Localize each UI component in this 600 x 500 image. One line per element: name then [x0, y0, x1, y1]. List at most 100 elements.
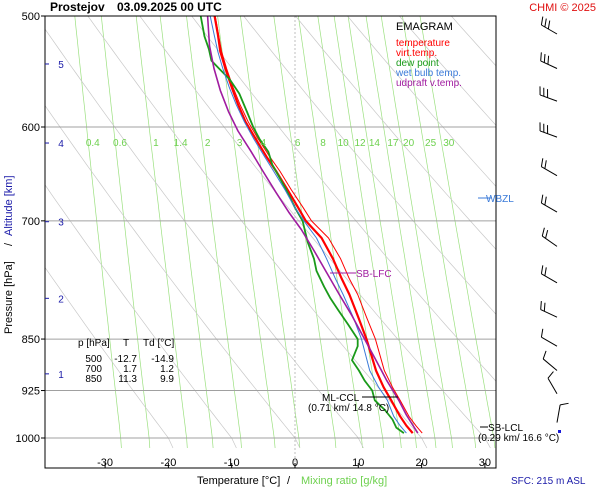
series-line-virt-temp	[214, 16, 423, 434]
wind-barb-shaft	[541, 166, 558, 177]
wind-barb	[540, 158, 558, 177]
mixing-ratio-line	[380, 16, 453, 449]
mixing-ratio-label: 20	[403, 138, 415, 149]
table-cell: 500	[85, 354, 102, 365]
wind-barb-feather	[539, 86, 541, 95]
wind-barb-feather	[539, 122, 541, 131]
wind-barb-feather	[547, 55, 550, 65]
altitude-tick-label: 5	[58, 60, 64, 71]
pressure-tick-label: 850	[22, 334, 40, 346]
x-axis-title-mixing: Mixing ratio [g/kg]	[301, 475, 387, 487]
wind-barb	[540, 328, 558, 347]
wind-barb-feather	[540, 158, 544, 167]
wind-barb-shaft	[556, 404, 561, 423]
wind-barb	[556, 402, 569, 423]
wind-barb-feather	[540, 16, 544, 26]
station-name: Prostejov	[50, 0, 105, 14]
y-axis-title-pressure: Pressure [hPa]	[3, 261, 15, 334]
mixing-ratio-line	[217, 16, 276, 449]
pressure-tick-label: 1000	[16, 433, 40, 445]
dry-adiabat-line	[191, 16, 496, 382]
wind-barb-feather	[544, 267, 547, 276]
mixing-ratio-label: 4	[261, 138, 267, 149]
wind-barb-feather	[543, 87, 545, 97]
credit-text: CHMI © 2025	[529, 2, 596, 14]
dry-adiabat-line	[45, 184, 237, 449]
mixing-ratio-label: 6	[295, 138, 301, 149]
mixing-ratio-label: 1	[153, 138, 159, 149]
wind-barb	[539, 122, 558, 138]
wind-barb-shaft	[541, 273, 558, 284]
mixing-ratio-line	[347, 16, 417, 449]
altitude-tick-label: 1	[58, 370, 64, 381]
mixing-ratio-label: 8	[320, 138, 326, 149]
table-cell: -12.7	[114, 354, 137, 365]
mixing-ratio-line	[317, 16, 385, 449]
wind-barb-shaft	[541, 336, 558, 347]
sb-lcl-detail: (0.29 km/ 16.6 °C)	[478, 433, 559, 444]
temperature-tick-label: -30	[97, 457, 113, 469]
wbzl-label: WBZL	[486, 194, 514, 205]
temperature-tick-label: -10	[224, 457, 240, 469]
mixing-ratio-label: 2	[205, 138, 211, 149]
y-axis-title-altitude: Altitude [km]	[3, 175, 15, 236]
series-line-udpraft-v-temp	[206, 16, 419, 434]
table-header-td: Td [°C]	[143, 338, 174, 349]
wind-barb-shaft	[539, 130, 558, 138]
x-axis-title-separator: /	[287, 475, 291, 487]
wind-barb-feather	[544, 196, 547, 206]
wind-barb-feather	[540, 194, 544, 204]
mixing-ratio-label: 3	[237, 138, 243, 149]
wind-barb-shaft	[542, 358, 558, 371]
dry-adiabat-line	[45, 104, 301, 449]
altitude-tick-label: 3	[58, 218, 64, 229]
surface-elevation: SFC: 215 m ASL	[511, 476, 586, 487]
wind-barb-feather	[545, 229, 549, 239]
mixing-ratio-label: 1.4	[174, 138, 188, 149]
legend-dew-point: dew point	[396, 58, 439, 69]
mixing-ratio-line	[419, 16, 496, 449]
pressure-tick-label: 700	[22, 216, 40, 228]
wind-barb	[542, 350, 558, 371]
ml-ccl-label: ML-CCL	[322, 393, 360, 404]
wind-barb	[540, 16, 558, 35]
altitude-tick-label: 2	[58, 294, 64, 305]
y-axis-title: Pressure [hPa] / Altitude [km]	[3, 175, 15, 334]
table-header-t: T	[123, 338, 129, 349]
mixing-ratio-label: 0.4	[86, 138, 100, 149]
temperature-tick-label: 10	[352, 457, 364, 469]
wind-barb-shaft	[540, 60, 558, 69]
wind-barb	[540, 194, 558, 213]
temperature-tick-label: 0	[292, 457, 298, 469]
series-line-wet-bulb-temp	[209, 16, 407, 434]
wind-barb	[541, 227, 558, 247]
wind-barb-feather	[543, 54, 546, 63]
mixing-ratio-line	[297, 16, 363, 449]
wind-barb-feather	[547, 20, 551, 30]
legend-wet-bulb: wet bulb temp.	[395, 68, 461, 79]
wind-barb-shaft	[541, 202, 558, 213]
altitude-tick-label: 4	[58, 139, 64, 150]
table-header-p: p [hPa]	[78, 338, 110, 349]
mixing-ratio-line	[273, 16, 337, 449]
wind-barb	[540, 265, 558, 284]
temperature-tick-label: -20	[160, 457, 176, 469]
sb-lcl-label: SB-LCL	[488, 423, 523, 434]
table-cell: 9.9	[160, 374, 174, 385]
dry-adiabat-line	[45, 28, 364, 449]
ml-ccl-detail: (0.71 km/ 14.8 °C)	[308, 403, 389, 414]
series-line-temperature	[213, 16, 414, 434]
wind-barb-feather	[543, 123, 545, 133]
wind-barb-feather	[543, 302, 546, 312]
axes: 0.4 0.6 1 1.4 2 3 4 6 8 10 12 14 17 20 25 3050060070085…	[16, 11, 497, 469]
wind-barb-shaft	[541, 235, 558, 247]
wind-barb-feather	[540, 301, 542, 310]
wind-barb-feather	[560, 402, 569, 406]
wind-barb-feather	[547, 371, 554, 379]
annotations: WBZL SB-LFC ML-CCL (0.71 km/ 14.8 °C) SB…	[308, 194, 559, 444]
wind-barb-feather	[544, 160, 547, 169]
wind-barb	[547, 371, 558, 395]
mixing-ratio-line	[100, 16, 151, 449]
wind-barb-feather	[544, 18, 547, 28]
